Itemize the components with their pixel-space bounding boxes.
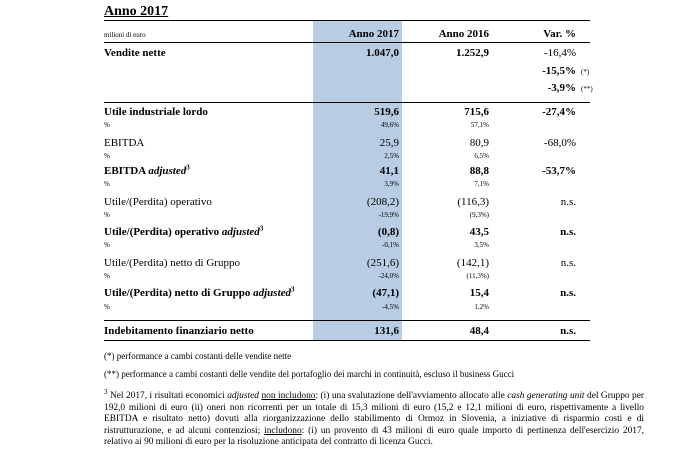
note-constant-fx: (*) performance a cambi costanti delle v… [104, 351, 292, 361]
cell-2016: 1.252,9 [456, 47, 489, 59]
cell-2017: 1.047,0 [366, 47, 399, 59]
pct-2017: 49,6% [380, 121, 399, 129]
row-label-ebitda-adjusted: EBITDA adjusted3 [104, 163, 190, 177]
cell-2017: 41,1 [379, 165, 399, 177]
bottom-rule [104, 340, 590, 341]
row-label-netto: Utile/(Perdita) netto di Gruppo [104, 257, 240, 269]
cell-var-constant: -15,5% [542, 65, 576, 77]
footnote-text: Nel 2017, i risultati economici [107, 391, 228, 401]
cell-var: -53,7% [542, 165, 576, 177]
label-text: Utile/(Perdita) netto di Gruppo [104, 287, 251, 299]
cell-var: -68,0% [543, 137, 576, 149]
pct-label: % [104, 211, 110, 219]
adjusted-label: adjusted [148, 165, 187, 177]
label-text: Utile/(Perdita) operativo [104, 226, 220, 238]
footnote-ref: 3 [259, 224, 264, 233]
pct-2017: -24,0% [378, 272, 399, 280]
adjusted-label: adjusted [221, 226, 260, 238]
unit-label: milioni di euro [104, 31, 146, 39]
pct-label: % [104, 303, 110, 311]
adjusted-label: adjusted [253, 287, 292, 299]
pct-2017: -19,9% [378, 211, 399, 219]
pct-2016: (9,3%) [469, 211, 489, 219]
cell-2016: 43,5 [469, 226, 489, 238]
cell-2016: (116,3) [457, 196, 489, 208]
row-label-netto-adjusted: Utile/(Perdita) netto di Gruppo adjusted… [104, 285, 295, 299]
col-header-var: Var. % [543, 28, 576, 40]
label-text: EBITDA [104, 165, 146, 177]
footnote-text: : (i) una svalutazione dell'avviamento a… [315, 391, 508, 401]
footnote-emphasis: cash generating unit [507, 391, 585, 401]
pct-2016: (11,3%) [466, 272, 489, 280]
var-mark: (**) [581, 85, 593, 93]
col-header-2017: Anno 2017 [348, 28, 399, 40]
pct-2016: 7,1% [474, 180, 489, 188]
row-label-operativo: Utile/(Perdita) operativo [104, 196, 212, 208]
row-rule [104, 320, 590, 321]
cell-2017: (208,2) [366, 196, 399, 208]
cell-var: -16,4% [543, 47, 576, 59]
cell-var: n.s. [560, 325, 576, 337]
pct-label: % [104, 121, 110, 129]
note-continuity: (**) performance a cambi costanti delle … [104, 369, 515, 379]
top-rule [104, 20, 590, 21]
row-label-vendite: Vendite nette [104, 47, 166, 59]
cell-2017: (47,1) [372, 287, 399, 299]
cell-var: -27,4% [542, 106, 576, 118]
cell-2016: 48,4 [469, 325, 489, 337]
footnote-ref: 3 [291, 285, 295, 294]
col-header-2016: Anno 2016 [438, 28, 489, 40]
pct-label: % [104, 272, 110, 280]
cell-2016: (142,1) [456, 257, 489, 269]
cell-2017: (251,6) [366, 257, 399, 269]
header-rule [104, 42, 590, 43]
cell-2017: 131,6 [374, 325, 399, 337]
footnote-number: 3 [104, 387, 108, 396]
cell-var: n.s. [560, 226, 576, 238]
pct-2016: 6,5% [474, 152, 489, 160]
pct-2016: 57,1% [470, 121, 489, 129]
cell-var: n.s. [560, 196, 576, 208]
row-label-utile-industriale: Utile industriale lordo [104, 106, 208, 118]
pct-2016: 1,2% [474, 303, 489, 311]
cell-var: n.s. [560, 287, 576, 299]
row-label-ebitda: EBITDA [104, 137, 145, 149]
var-mark: (*) [581, 68, 590, 76]
pct-2017: 2,5% [384, 152, 399, 160]
cell-2017: 25,9 [379, 137, 399, 149]
cell-var: n.s. [560, 257, 576, 269]
pct-2017: -4,5% [382, 303, 399, 311]
pct-2017: -0,1% [382, 241, 399, 249]
highlight-column-2017 [313, 20, 402, 340]
cell-2017: 519,6 [374, 106, 399, 118]
footnote-underline: includono [264, 425, 302, 436]
row-label-indebitamento: Indebitamento finanziario netto [104, 325, 254, 337]
cell-2016: 80,9 [469, 137, 489, 149]
cell-var-continuity: -3,9% [548, 82, 576, 94]
pct-label: % [104, 152, 110, 160]
footnote-ref: 3 [186, 163, 190, 172]
cell-2016: 15,4 [469, 287, 489, 299]
var-value: -15,5% [542, 65, 576, 77]
footnote-text: : (i) un provento di 43 milioni di euro … [104, 425, 644, 448]
page-heading: Anno 2017 [104, 4, 169, 19]
pct-label: % [104, 180, 110, 188]
footnote-3: 3 Nel 2017, i risultati economici adjust… [104, 387, 644, 449]
cell-2016: 715,6 [464, 106, 489, 118]
pct-2016: 3,5% [474, 241, 489, 249]
row-rule [104, 102, 590, 103]
pct-label: % [104, 241, 110, 249]
row-label-operativo-adjusted: Utile/(Perdita) operativo adjusted3 [104, 224, 264, 238]
pct-2017: 3,9% [384, 180, 399, 188]
footnote-text: del Gruppo per 192,0 milioni di euro (ii… [104, 391, 644, 436]
footnote-underline: non includono [261, 391, 316, 401]
footnote-emphasis: adjusted [227, 391, 259, 401]
cell-2016: 88,8 [469, 165, 489, 177]
cell-2017: (0,8) [377, 226, 399, 238]
var-value: -3,9% [547, 82, 576, 94]
